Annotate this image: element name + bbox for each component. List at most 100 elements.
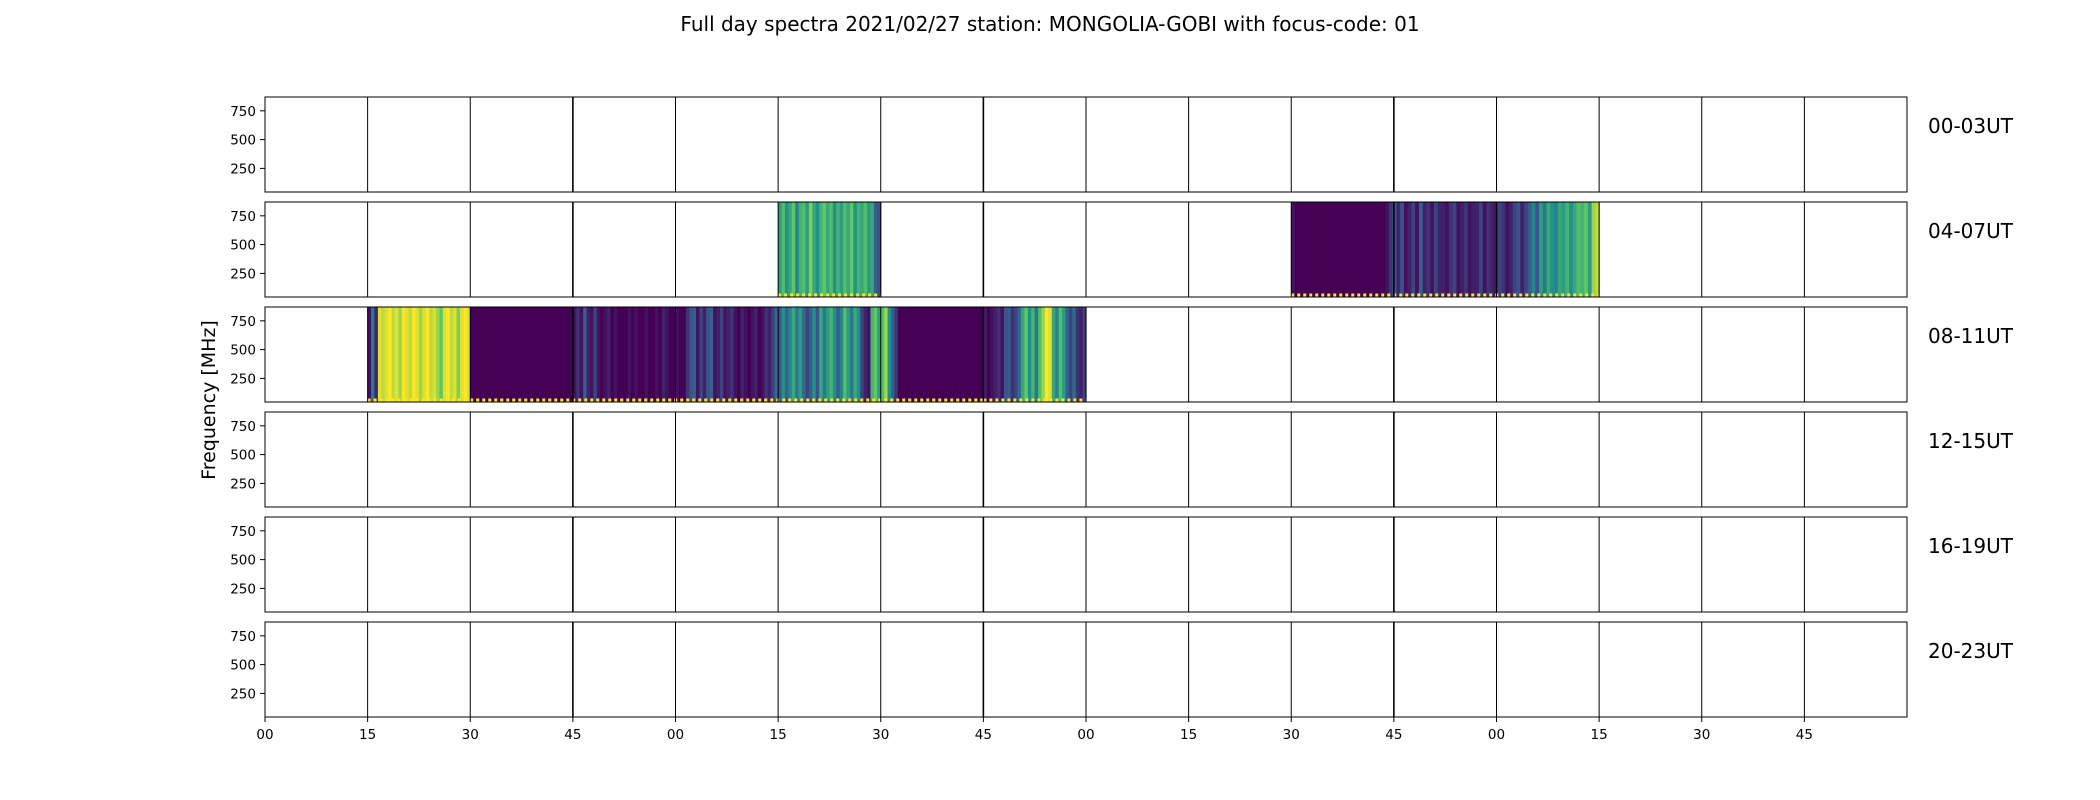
spectrum-column [767,307,772,402]
spectrum-column [1430,202,1435,297]
spectrum-column [904,307,909,402]
x-tick-label: 45 [564,727,581,743]
spectrum-column [661,307,666,402]
spectrum-column [480,307,485,402]
observation-block [778,202,882,297]
panel-row: 250 500 750 12-15UT [230,411,2014,508]
spectrum-column [1362,202,1367,297]
y-tick-label: 250 [230,161,256,177]
spectrum-column [552,307,557,402]
spectrum-column [685,307,690,402]
spectrum-column [873,202,878,297]
spectrum-column [1407,202,1412,297]
panel-row: 250 500 750 16-19UT [230,516,2014,613]
spectrum-column [887,307,892,402]
spectrum-column [1007,307,1012,402]
spectrum-column [398,307,403,402]
spectrum-column [1542,202,1548,297]
observation-block [1291,202,1600,297]
spectrum-column [1584,202,1589,297]
spectrum-column [1044,307,1049,402]
spectrum-column [507,307,512,402]
spectrum-column [826,202,831,297]
spectrum-column [880,307,885,402]
spectrum-column [1340,202,1345,297]
spectrum-column [672,307,677,402]
spectrum-column [822,307,827,402]
spectrum-column [877,202,882,297]
spectrum-column [849,307,854,402]
x-tick-label: 30 [872,727,889,743]
spectrum-column [979,307,984,402]
spectrum-column [1024,307,1029,402]
spectrum-column [952,307,957,402]
spectrum-column [826,307,831,402]
y-axis-label: Frequency [MHz] [198,320,220,480]
row-time-label: 16-19UT [1928,534,2014,558]
spectrum-column [524,307,530,402]
spectrum-column [405,307,410,402]
y-tick-label: 250 [230,686,256,702]
spectrum-column [1010,307,1015,402]
spectrum-column [1591,202,1596,297]
spectrum-column [538,307,543,402]
row-time-label: 00-03UT [1928,114,2014,138]
spectrum-column [1527,202,1533,297]
spectrum-column [1003,307,1008,402]
spectrum-column [884,307,889,402]
spectrum-column [973,307,978,402]
spectrum-column [938,307,943,402]
spectrum-column [1463,202,1469,297]
spectrum-column [607,307,612,402]
y-tick-label: 250 [230,266,256,282]
y-tick-label: 750 [230,209,256,225]
spectrum-column [829,202,834,297]
spectrum-column [757,307,762,402]
spectrum-column [654,307,659,402]
spectrum-column [1079,307,1084,402]
spectrum-column [802,202,807,297]
spectrum-column [706,307,711,402]
spectrum-column [935,307,940,402]
spectrum-column [542,307,547,402]
y-tick-label: 500 [230,553,256,569]
spectrum-column [908,307,913,402]
spectrum-column [531,307,536,402]
spectrum-column [1328,202,1334,297]
spectrum-column [1298,202,1304,297]
spectrum-column [1351,202,1356,297]
spectrum-column [832,307,837,402]
spectrum-column [429,307,434,402]
spectrum-column [993,307,998,402]
spectrum-column [856,307,861,402]
spectrum-column [1557,202,1563,297]
spectrum-column [976,307,981,402]
spectrum-column [1576,202,1581,297]
spectrum-column [891,307,896,402]
spectrum-column [877,307,882,402]
spectrum-column [613,307,618,402]
spectrum-column [644,307,649,402]
spectrum-column [829,307,834,402]
spectrum-column [1041,307,1046,402]
spectrum-column [1595,202,1600,297]
spectrum-column [911,307,916,402]
spectrum-column [925,307,930,402]
spectrum-column [942,307,947,402]
spectrum-column [477,307,482,402]
spectrum-column [436,307,441,402]
spectrum-column [849,202,854,297]
y-tick-label: 250 [230,476,256,492]
spectrum-column [1516,202,1521,297]
spectrum-column [603,307,608,402]
spectrum-column [832,202,837,297]
spectrum-column [432,307,437,402]
spectrum-column [1385,202,1390,297]
spectrum-column [699,307,704,402]
spectrum-column [716,307,721,402]
row-time-label: 04-07UT [1928,219,2014,243]
spectrum-column [1014,307,1019,402]
spectrum-column [1048,307,1053,402]
spectrum-column [401,307,406,402]
x-tick-label: 15 [1591,727,1608,743]
